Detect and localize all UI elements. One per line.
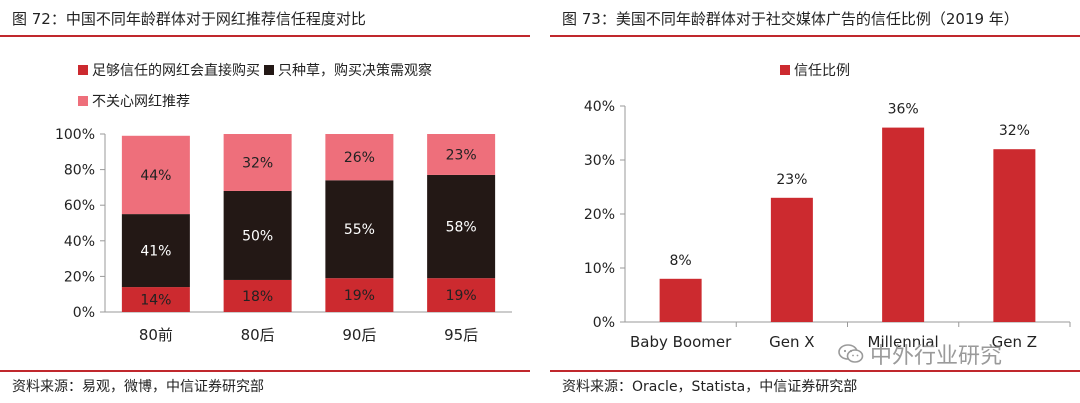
bar-segment — [427, 174, 496, 279]
bar-segment — [223, 279, 292, 312]
left-chart-panel: 图 72：中国不同年龄群体对于网红推荐信任程度对比 足够信任的网红会直接购买 只… — [0, 0, 530, 403]
left-chart-source: 资料来源：易观，微博，中信证券研究部 — [12, 379, 264, 395]
y-tick-label: 100% — [55, 127, 95, 143]
legend-swatch-pink — [78, 96, 88, 106]
y-tick-label: 10% — [584, 261, 615, 277]
data-label: 32% — [999, 123, 1030, 139]
right-title-rule — [550, 35, 1080, 37]
right-bar-chart: 0% 10% 20% 30% 40% 8% Baby Boomer 23% Gen X 36% Mi… — [584, 99, 1071, 351]
right-chart-source: 资料来源：Oracle，Statista，中信证券研究部 — [562, 379, 858, 395]
x-tick-label: 80后 — [241, 326, 275, 344]
legend-swatch-red — [780, 65, 790, 75]
bar-segment — [325, 180, 394, 279]
left-stacked-bar-chart: 0% 20% 40% 60% 80% 100% 14% 41% 44% 80前 18% 50% 32% 8… — [55, 127, 512, 344]
legend-label-trust-ratio: 信任比例 — [794, 63, 850, 79]
legend-label-dont-care: 不关心网红推荐 — [92, 94, 190, 110]
y-tick-label: 0% — [593, 315, 615, 331]
data-label: 26% — [344, 150, 375, 166]
left-chart-title: 图 72：中国不同年龄群体对于网红推荐信任程度对比 — [12, 10, 366, 28]
x-tick-label: Baby Boomer — [630, 333, 732, 351]
data-label: 58% — [446, 220, 477, 236]
right-legend: 信任比例 — [780, 60, 850, 80]
y-tick-label: 20% — [584, 207, 615, 223]
bar-segment — [121, 135, 190, 215]
bar-segment — [427, 134, 496, 175]
data-label: 50% — [242, 228, 273, 244]
bar-segment — [121, 214, 190, 288]
y-tick-label: 0% — [73, 305, 95, 321]
x-tick-label: 95后 — [444, 326, 478, 344]
x-tick-label: 80前 — [139, 326, 173, 344]
data-label: 44% — [140, 168, 171, 184]
y-tick-label: 60% — [64, 198, 95, 214]
right-chart-title: 图 73：美国不同年龄群体对于社交媒体广告的信任比例（2019 年） — [562, 10, 1019, 28]
y-tick-label: 20% — [64, 269, 95, 285]
y-tick-label: 40% — [64, 234, 95, 250]
bar-segment — [121, 287, 190, 312]
bar-segment — [325, 278, 394, 312]
x-tick-label: Gen Z — [992, 333, 1037, 351]
bar-segment — [223, 134, 292, 191]
left-source-rule — [0, 370, 530, 372]
data-label: 8% — [670, 253, 692, 269]
data-label: 23% — [446, 147, 477, 163]
data-label: 41% — [140, 244, 171, 260]
data-label: 19% — [344, 288, 375, 304]
bar — [770, 197, 813, 322]
legend-label-observe: 只种草，购买决策需观察 — [278, 63, 432, 79]
data-label: 32% — [242, 155, 273, 171]
right-chart-panel: 图 73：美国不同年龄群体对于社交媒体广告的信任比例（2019 年） 信任比例 … — [550, 0, 1080, 403]
y-tick-label: 80% — [64, 163, 95, 179]
legend-swatch-black — [264, 65, 274, 75]
data-label: 18% — [242, 289, 273, 305]
left-legend-row-2: 不关心网红推荐 — [78, 91, 190, 111]
data-label: 55% — [344, 222, 375, 238]
wechat-icon — [838, 344, 864, 363]
data-label: 23% — [776, 172, 807, 188]
bar — [993, 149, 1036, 322]
right-source-rule — [550, 370, 1080, 372]
data-label: 14% — [140, 293, 171, 309]
data-label: 36% — [888, 102, 919, 118]
bar — [659, 278, 702, 322]
watermark: 中外行业研究 — [838, 338, 1002, 370]
bar-segment — [427, 278, 496, 312]
bar-segment — [325, 134, 394, 181]
bar-segment — [223, 190, 292, 280]
data-label: 19% — [446, 288, 477, 304]
left-legend-row-1: 足够信任的网红会直接购买 只种草，购买决策需观察 — [78, 60, 432, 80]
bar — [882, 127, 925, 322]
y-tick-label: 30% — [584, 153, 615, 169]
watermark-text: 中外行业研究 — [870, 344, 1003, 369]
legend-swatch-red — [78, 65, 88, 75]
x-tick-label: Millennial — [868, 333, 939, 351]
legend-label-direct-buy: 足够信任的网红会直接购买 — [92, 63, 260, 79]
x-tick-label: 90后 — [342, 326, 376, 344]
x-tick-label: Gen X — [769, 333, 814, 351]
left-title-rule — [0, 35, 530, 37]
y-tick-label: 40% — [584, 99, 615, 115]
